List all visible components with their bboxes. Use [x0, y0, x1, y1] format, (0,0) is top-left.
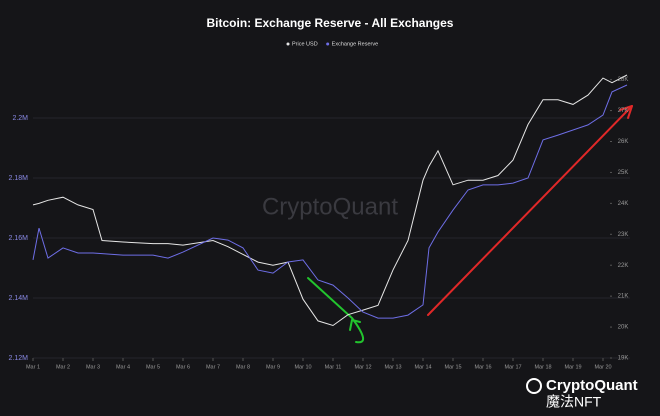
x-tick-label: Mar 18: [534, 364, 551, 370]
y-tick-label: 2.16M: [9, 235, 29, 242]
x-tick-label: Mar 4: [116, 364, 130, 370]
series-line: [32, 84, 628, 319]
x-tick-label: Mar 20: [594, 364, 611, 370]
x-tick-label: Mar 12: [354, 364, 371, 370]
series-line: [32, 74, 628, 327]
y2-tick-label: 19K: [618, 356, 629, 362]
green-arrow-head: [349, 319, 361, 331]
logo-icon: [526, 378, 542, 394]
legend-label: Exchange Reserve: [332, 41, 378, 47]
x-tick-label: Mar 15: [444, 364, 461, 370]
x-tick-label: Mar 5: [146, 364, 160, 370]
y2-tick-label: 23K: [618, 232, 629, 238]
x-tick-label: Mar 1: [26, 364, 40, 370]
x-tick-label: Mar 6: [176, 364, 190, 370]
y-tick-label: 2.14M: [9, 295, 29, 302]
x-tick-label: Mar 13: [384, 364, 401, 370]
legend-marker: [286, 42, 290, 46]
legend-marker: [326, 42, 330, 46]
x-tick-label: Mar 19: [564, 364, 581, 370]
y2-tick-label: 27K: [618, 108, 629, 114]
y2-tick-label: 25K: [618, 170, 629, 176]
legend-label: Price USD: [292, 41, 318, 47]
x-tick-label: Mar 14: [414, 364, 431, 370]
x-tick-label: Mar 3: [86, 364, 100, 370]
y2-tick-label: 21K: [618, 294, 629, 300]
y2-tick-label: 22K: [618, 263, 629, 269]
y2-tick-label: 26K: [618, 139, 629, 145]
y-tick-label: 2.18M: [9, 175, 29, 182]
red-arrow-head: [619, 105, 633, 119]
y2-tick-label: 24K: [618, 201, 629, 207]
x-tick-label: Mar 11: [325, 364, 342, 370]
green-arrow: [307, 277, 364, 344]
x-tick-label: Mar 16: [474, 364, 491, 370]
y2-tick-label: 28K: [618, 77, 629, 83]
red-arrow: [427, 105, 633, 316]
y-tick-label: 2.2M: [12, 115, 28, 122]
x-tick-label: Mar 7: [206, 364, 220, 370]
x-tick-label: Mar 8: [236, 364, 250, 370]
x-tick-label: Mar 17: [504, 364, 521, 370]
footer-logo: CryptoQuant: [546, 377, 638, 394]
footer-handle: 魔法NFT: [546, 394, 602, 410]
y-tick-label: 2.12M: [9, 355, 29, 362]
chart-title: Bitcoin: Exchange Reserve - All Exchange…: [207, 16, 454, 30]
arrows: [307, 105, 633, 344]
x-tick-label: Mar 2: [56, 364, 70, 370]
x-tick-label: Mar 10: [294, 364, 311, 370]
x-tick-label: Mar 9: [266, 364, 280, 370]
y2-tick-label: 20K: [618, 325, 629, 331]
watermark: CryptoQuant: [262, 193, 398, 220]
